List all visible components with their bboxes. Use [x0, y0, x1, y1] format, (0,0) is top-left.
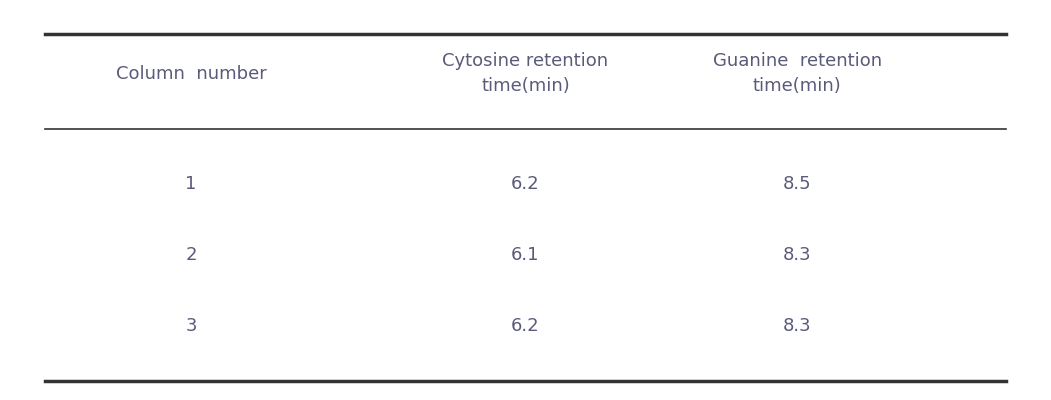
Text: 6.2: 6.2	[511, 175, 540, 193]
Text: 8.5: 8.5	[783, 175, 811, 193]
Text: Cytosine retention
time(min): Cytosine retention time(min)	[442, 52, 609, 95]
Text: Column  number: Column number	[116, 65, 266, 83]
Text: 6.1: 6.1	[511, 246, 540, 264]
Text: 8.3: 8.3	[783, 317, 811, 335]
Text: 3: 3	[185, 317, 197, 335]
Text: Guanine  retention
time(min): Guanine retention time(min)	[713, 52, 882, 95]
Text: 8.3: 8.3	[783, 246, 811, 264]
Text: 6.2: 6.2	[511, 317, 540, 335]
Text: 2: 2	[185, 246, 197, 264]
Text: 1: 1	[185, 175, 197, 193]
